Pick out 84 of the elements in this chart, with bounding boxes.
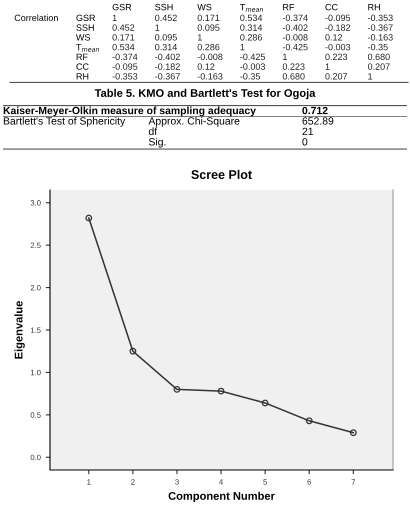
text: 0.286 <box>240 34 262 41</box>
text: 0.12 <box>325 34 342 41</box>
text: -0.35 <box>368 44 388 50</box>
category-label: RH <box>76 73 88 80</box>
text: -0.367 <box>155 73 180 80</box>
text: 0.680 <box>368 54 390 60</box>
text: -0.095 <box>325 14 350 22</box>
text: 0.095 <box>155 34 177 41</box>
text: -0.35 <box>240 73 260 80</box>
text: Table 5. KMO and Bartlett's Test for Ogoja <box>94 88 316 100</box>
category-label: RH <box>368 4 380 10</box>
x-axis-title: Component Number <box>168 492 275 502</box>
text: 0.286 <box>198 44 220 50</box>
text: -0.402 <box>155 54 180 60</box>
text: Correlation <box>14 14 58 22</box>
category-label: WS <box>76 34 90 41</box>
text: 0 <box>302 138 308 146</box>
point <box>174 386 180 393</box>
category-label: GSR <box>112 4 132 10</box>
text: 652.89 <box>302 117 334 125</box>
text: 0.452 <box>112 24 134 31</box>
text: -0.402 <box>282 24 308 31</box>
point <box>218 388 224 394</box>
text: 0.223 <box>282 63 305 70</box>
text: 1 <box>326 64 330 70</box>
category-label: RF <box>283 4 294 10</box>
text: 0.171 <box>198 14 220 22</box>
text: 0.534 <box>240 14 262 22</box>
point <box>129 348 136 355</box>
text: -0.425 <box>282 44 308 50</box>
category-label: CC <box>325 4 338 10</box>
text: 0.207 <box>368 63 390 70</box>
point <box>306 417 313 424</box>
y-axis-title: Eigenvalue <box>14 301 25 359</box>
text: 0.452 <box>155 14 177 22</box>
text: Sig. <box>148 138 166 148</box>
text: 21 <box>302 128 314 135</box>
text: -0.008 <box>198 54 222 60</box>
text: -0.425 <box>240 54 266 60</box>
text: 0.12 <box>198 63 214 70</box>
category-label: GSR <box>76 14 96 22</box>
text: 0.712 <box>302 106 328 114</box>
text: Approx. Chi-Square <box>148 116 240 127</box>
text: 1 <box>112 14 117 21</box>
point <box>350 429 357 436</box>
category-label: T$_{mean}$ <box>76 44 100 52</box>
text: 0.207 <box>325 73 348 80</box>
text: 0.223 <box>325 54 348 60</box>
text: -0.182 <box>155 63 180 70</box>
text: -0.003 <box>240 63 266 70</box>
category-label: CC <box>76 63 89 70</box>
text: Bartlett's Test of Sphericity <box>4 116 126 127</box>
text: df <box>148 127 158 136</box>
text: -0.374 <box>112 54 138 60</box>
text: -0.163 <box>368 34 393 41</box>
text: 0.314 <box>240 24 262 31</box>
text: -0.095 <box>112 63 138 70</box>
text: 1 <box>155 24 160 31</box>
text: 0.314 <box>155 44 178 50</box>
text: 1 <box>283 54 287 60</box>
category-label: SSH <box>76 24 94 31</box>
category-label: WS <box>197 4 212 10</box>
text: -0.374 <box>282 14 308 22</box>
chart-title: Scree Plot <box>191 170 252 180</box>
text: Kaiser-Meyer-Olkin measure of sampling adequacy <box>4 106 256 116</box>
category-label: T$_{mean}$ <box>240 4 263 12</box>
text: 1 <box>240 44 244 50</box>
text: -0.163 <box>198 73 222 80</box>
text: -0.182 <box>325 24 350 31</box>
category-label: RF <box>76 54 88 60</box>
text: -0.003 <box>325 44 350 50</box>
category-label: SSH <box>155 4 173 10</box>
point <box>262 400 269 406</box>
text: -0.353 <box>368 14 393 22</box>
text: 1 <box>198 34 202 40</box>
point <box>85 214 92 222</box>
text: -0.367 <box>368 24 393 31</box>
text: 0.095 <box>198 24 220 31</box>
text: 0.680 <box>282 73 305 80</box>
text: 0.534 <box>112 44 134 50</box>
text: 1 <box>368 73 372 80</box>
text: -0.008 <box>282 34 308 41</box>
text: 0.171 <box>112 34 134 41</box>
text: -0.353 <box>112 73 138 80</box>
